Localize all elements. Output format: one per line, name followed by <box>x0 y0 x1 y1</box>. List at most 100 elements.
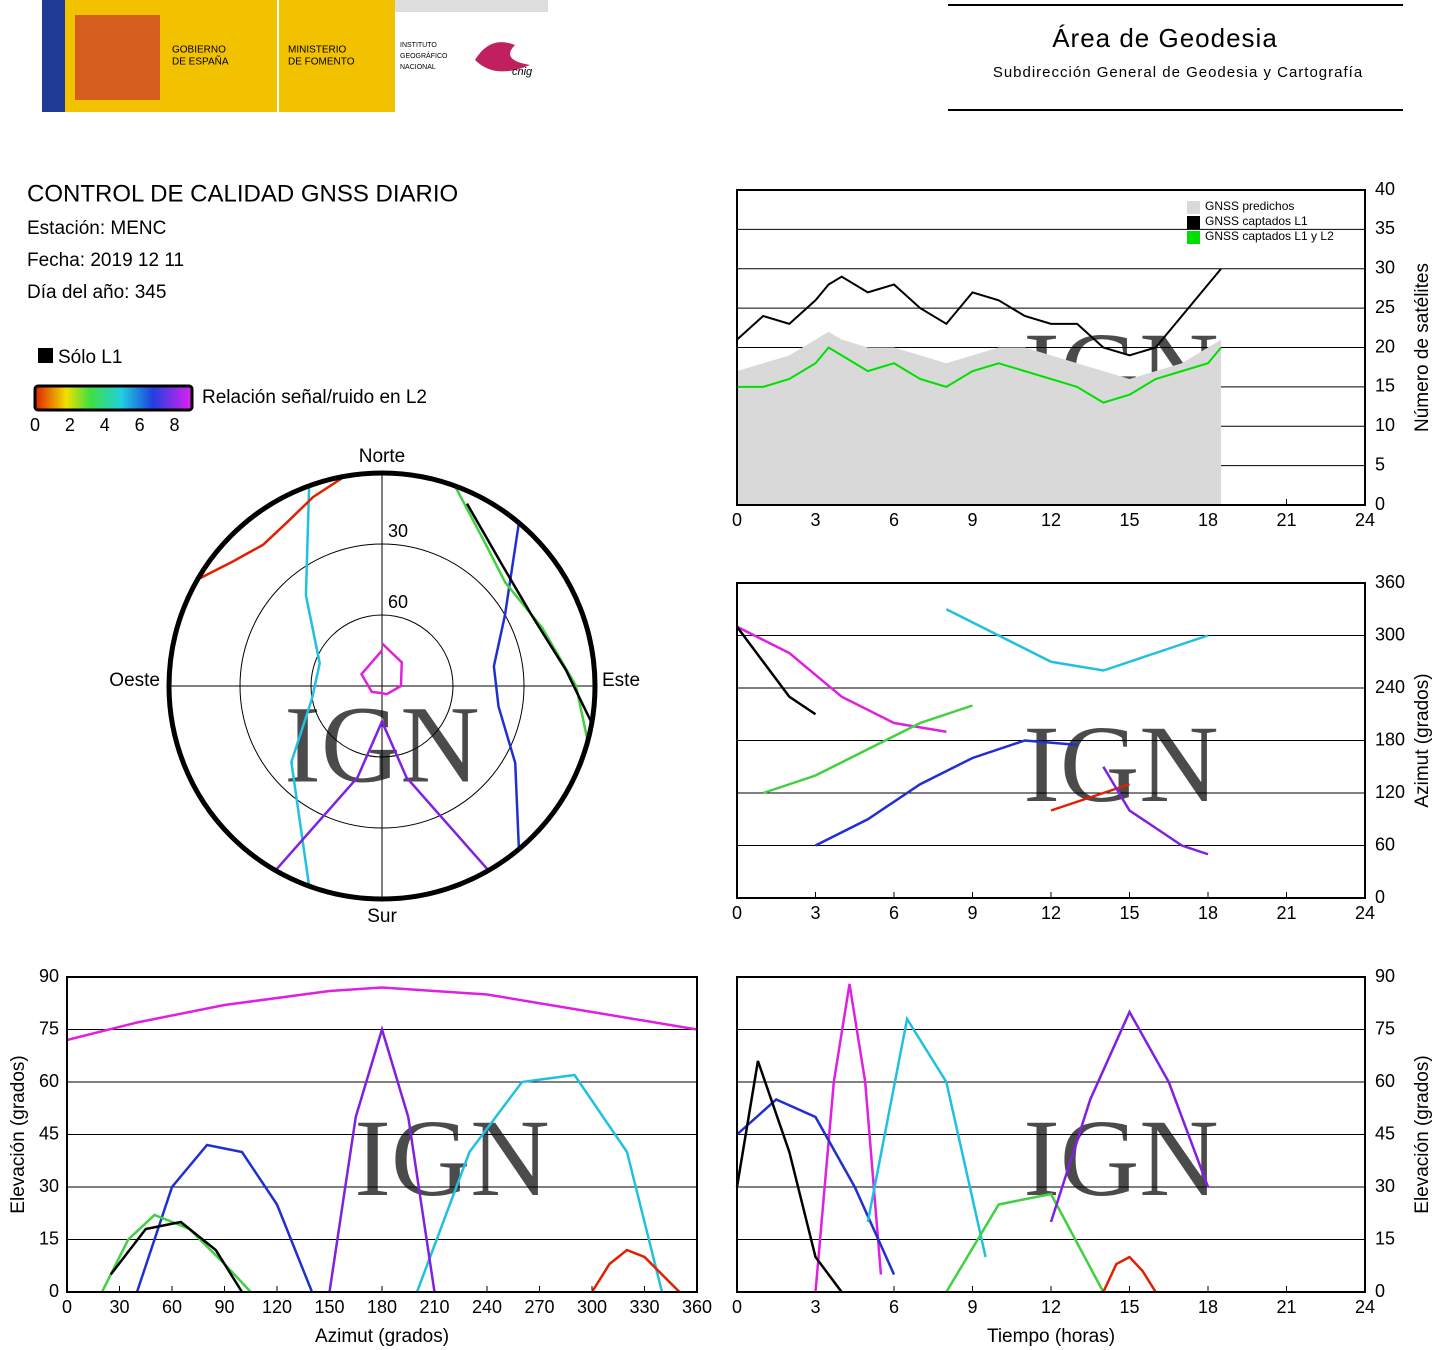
x-tick-label: 9 <box>967 903 977 923</box>
x-tick-label: 240 <box>472 1297 502 1317</box>
y-tick-label: 0 <box>49 1281 59 1301</box>
l1-swatch <box>38 348 53 363</box>
y-tick-label: 60 <box>1375 1071 1395 1091</box>
gov-text: GOBIERNO <box>172 45 226 56</box>
direction-label: Oeste <box>109 670 160 691</box>
x-tick-label: 3 <box>810 510 820 530</box>
y-tick-label: 75 <box>39 1018 59 1038</box>
track <box>66 986 698 1042</box>
horizon <box>166 470 598 902</box>
x-tick-label: 3 <box>810 903 820 923</box>
x-tick-label: 150 <box>314 1297 344 1317</box>
track <box>945 608 1209 672</box>
x-tick-label: 12 <box>1041 510 1061 530</box>
date: Fecha: 2019 12 11 <box>27 250 184 271</box>
x-tick-label: 210 <box>419 1297 449 1317</box>
x-tick-label: 18 <box>1198 903 1218 923</box>
x-axis-label: Tiempo (horas) <box>987 1326 1115 1347</box>
snr-tick-label: 0 <box>30 415 40 435</box>
x-tick-label: 21 <box>1276 903 1296 923</box>
elevation-ring <box>239 543 525 829</box>
x-tick-label: 21 <box>1276 510 1296 530</box>
y-axis-label: Azimut (grados) <box>1412 673 1433 807</box>
ring-label: 60 <box>388 592 408 612</box>
y-tick-label: 15 <box>1375 376 1395 396</box>
direction-label: Este <box>602 670 640 691</box>
x-tick-label: 3 <box>810 1297 820 1317</box>
direction-label: Norte <box>359 446 405 467</box>
x-axis-label: Azimut (grados) <box>315 1326 449 1347</box>
ring-label: 30 <box>388 521 408 541</box>
line <box>737 346 1222 404</box>
x-tick-label: 300 <box>577 1297 607 1317</box>
track <box>1049 1009 1210 1223</box>
x-tick-label: 30 <box>109 1297 129 1317</box>
report-title: CONTROL DE CALIDAD GNSS DIARIO <box>27 180 458 207</box>
sky-track <box>465 503 593 724</box>
y-tick-label: 15 <box>1375 1228 1395 1248</box>
legend-label: GNSS captados L1 y L2 <box>1205 229 1334 243</box>
y-tick-label: 60 <box>1375 834 1395 854</box>
y-tick-label: 360 <box>1375 572 1405 592</box>
x-tick-label: 0 <box>732 903 742 923</box>
watermark: IGN <box>1023 1097 1219 1219</box>
ign-text: NACIONAL <box>400 64 436 71</box>
y-tick-label: 5 <box>1375 454 1385 474</box>
x-tick-label: 15 <box>1119 1297 1139 1317</box>
plot-frame <box>66 976 698 1293</box>
y-tick-label: 300 <box>1375 624 1405 644</box>
snr-tick-label: 6 <box>135 415 145 435</box>
plot-frame <box>736 189 1366 506</box>
track <box>736 625 947 733</box>
track <box>1102 1255 1157 1293</box>
area-title: Área de Geodesia <box>1052 23 1278 53</box>
track <box>1102 766 1209 856</box>
track <box>762 704 973 795</box>
x-tick-label: 6 <box>889 903 899 923</box>
track <box>735 1060 843 1293</box>
doy: Día del año: 345 <box>27 282 166 303</box>
track <box>866 1015 987 1258</box>
watermark: IGN <box>284 683 480 805</box>
y-tick-label: 75 <box>1375 1018 1395 1038</box>
watermark: IGN <box>1023 703 1219 825</box>
x-tick-label: 0 <box>732 510 742 530</box>
track <box>135 1143 314 1293</box>
y-tick-label: 30 <box>1375 1176 1395 1196</box>
y-tick-label: 0 <box>1375 887 1385 907</box>
direction-label: Sur <box>367 906 397 927</box>
legend-swatch <box>1187 231 1200 244</box>
ign-text: GEOGRÁFICO <box>400 51 448 60</box>
x-tick-label: 9 <box>967 1297 977 1317</box>
l1-legend: Sólo L1 <box>58 347 122 368</box>
y-tick-label: 30 <box>39 1176 59 1196</box>
y-axis-label: Elevación (grados) <box>8 1055 29 1213</box>
y-tick-label: 180 <box>1375 729 1405 749</box>
x-tick-label: 6 <box>889 1297 899 1317</box>
x-tick-label: 6 <box>889 510 899 530</box>
sky-track <box>196 475 346 581</box>
track <box>328 1025 436 1293</box>
y-tick-label: 40 <box>1375 179 1395 199</box>
track <box>109 1220 244 1293</box>
y-tick-label: 30 <box>1375 258 1395 278</box>
track <box>814 983 883 1293</box>
track <box>590 1248 681 1293</box>
legend-label: GNSS predichos <box>1205 199 1294 213</box>
snr-tick-label: 8 <box>170 415 180 435</box>
sky-track <box>359 642 404 696</box>
x-tick-label: 15 <box>1119 903 1139 923</box>
line <box>736 268 1222 357</box>
area-subtitle: Subdirección General de Geodesia y Carto… <box>993 64 1363 81</box>
track <box>100 1213 252 1293</box>
y-tick-label: 15 <box>39 1228 59 1248</box>
x-tick-label: 60 <box>162 1297 182 1317</box>
y-tick-label: 10 <box>1375 415 1395 435</box>
y-tick-label: 25 <box>1375 297 1395 317</box>
x-tick-label: 360 <box>682 1297 712 1317</box>
x-tick-label: 330 <box>629 1297 659 1317</box>
ign-text: INSTITUTO <box>400 42 437 49</box>
min-text: DE FOMENTO <box>288 57 355 68</box>
x-tick-label: 18 <box>1198 1297 1218 1317</box>
